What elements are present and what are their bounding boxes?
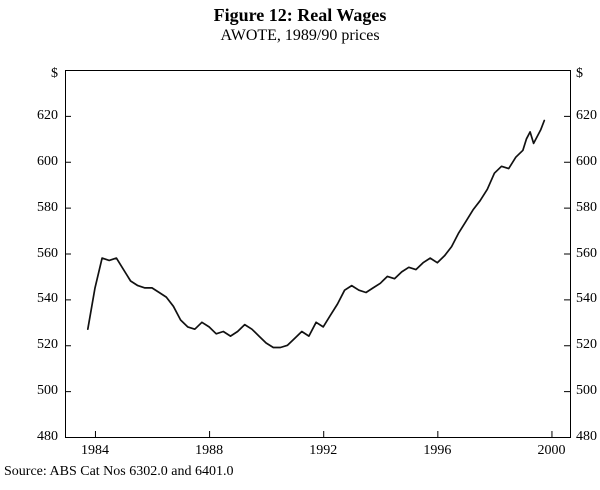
y-tick-label-right: 500 bbox=[576, 383, 597, 399]
chart-subtitle: AWOTE, 1989/90 prices bbox=[220, 27, 380, 44]
y-tick-label-left: 620 bbox=[37, 107, 58, 123]
y-tick-label-right: 520 bbox=[576, 337, 597, 353]
currency-unit-label-right: $ bbox=[576, 66, 583, 81]
y-tick-label-left: 560 bbox=[37, 245, 58, 261]
y-tick-label-left: 600 bbox=[37, 153, 58, 169]
y-tick-label-left: 520 bbox=[37, 337, 58, 353]
y-tick-label-left: 580 bbox=[37, 199, 58, 215]
y-tick-label-left: 480 bbox=[37, 429, 58, 444]
source-note: Source: ABS Cat Nos 6302.0 and 6401.0 bbox=[4, 464, 234, 479]
currency-unit-label-left: $ bbox=[51, 66, 58, 81]
x-tick-label: 1988 bbox=[195, 443, 224, 458]
x-tick-label: 1996 bbox=[423, 443, 452, 458]
y-tick-label-right: 580 bbox=[576, 199, 597, 215]
x-tick-label: 2000 bbox=[537, 443, 566, 458]
y-tick-label-left: 500 bbox=[37, 383, 58, 399]
x-tick-label: 1992 bbox=[309, 443, 338, 458]
plot-frame bbox=[65, 70, 571, 438]
y-tick-label-right: 560 bbox=[576, 245, 597, 261]
y-tick-label-right: 620 bbox=[576, 107, 597, 123]
x-tick-label: 1984 bbox=[80, 443, 109, 458]
y-tick-label-right: 480 bbox=[576, 429, 597, 444]
y-tick-label-left: 540 bbox=[37, 291, 58, 307]
chart-title: Figure 12: Real Wages bbox=[213, 5, 387, 25]
wage-line bbox=[86, 119, 546, 349]
y-tick-label-right: 540 bbox=[576, 291, 597, 307]
y-tick-label-right: 600 bbox=[576, 153, 597, 169]
